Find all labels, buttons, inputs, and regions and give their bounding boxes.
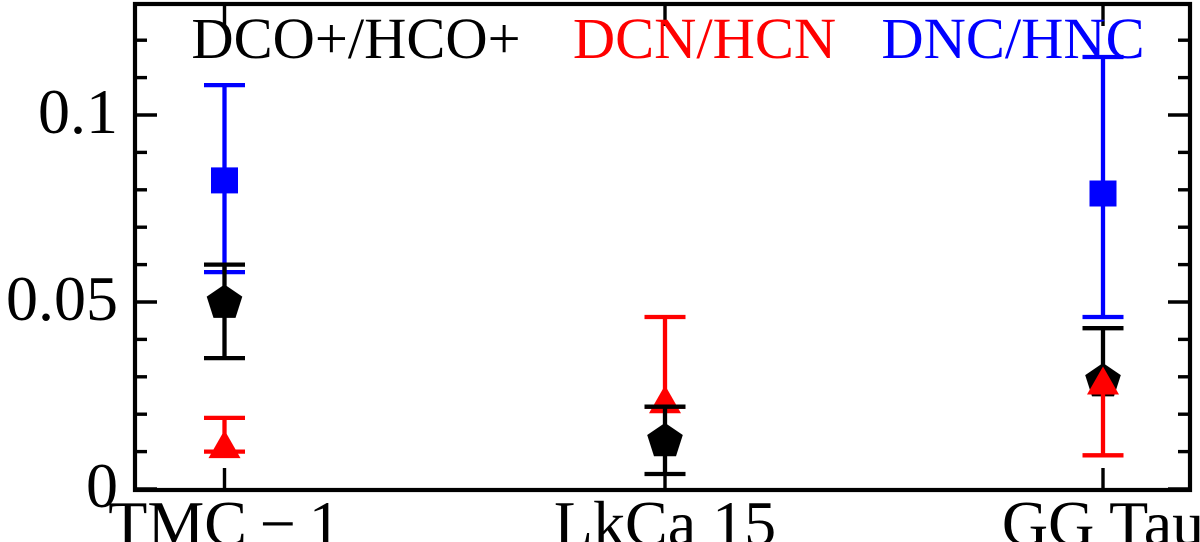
svg-text:GG Tau: GG Tau — [1002, 488, 1200, 542]
svg-text:TMC − 1: TMC − 1 — [108, 488, 340, 542]
svg-text:DCN/HCN: DCN/HCN — [573, 6, 836, 71]
svg-text:DCO+/HCO+: DCO+/HCO+ — [191, 6, 520, 71]
svg-text:0.1: 0.1 — [38, 76, 118, 147]
svg-text:0.05: 0.05 — [6, 263, 118, 334]
svg-text:LkCa 15: LkCa 15 — [554, 488, 776, 542]
